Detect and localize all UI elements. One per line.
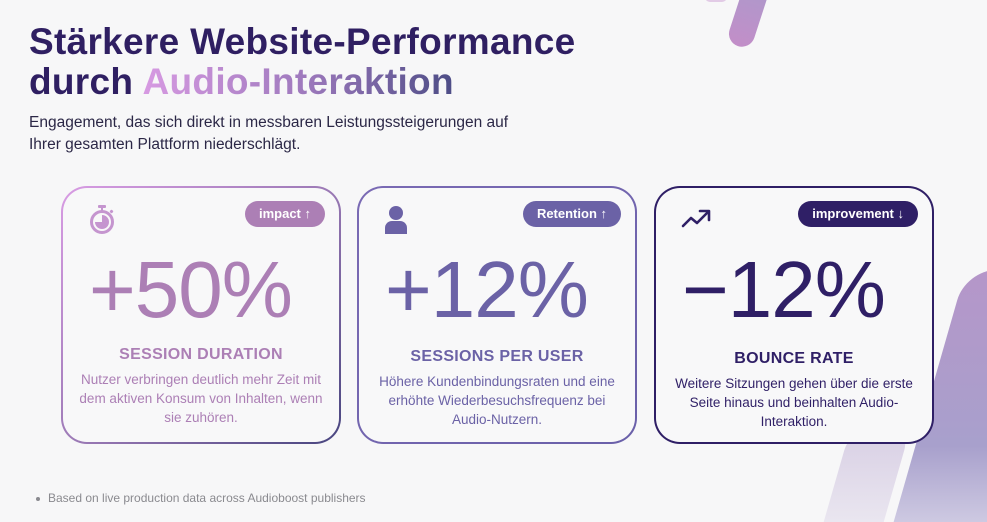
stat-card-session-duration: impact ↑ +50% SESSION DURATION Nutzer ve…: [61, 186, 341, 444]
metric-label: SESSIONS PER USER: [410, 348, 584, 365]
stat-value: +12%: [385, 245, 589, 334]
stopwatch-icon: [85, 202, 119, 236]
metric-label: SESSION DURATION: [119, 346, 283, 363]
improvement-badge: improvement ↓: [798, 201, 918, 227]
title-line-2: durch: [29, 61, 143, 102]
trending-up-icon: [678, 202, 712, 236]
stat-card-sessions-per-user: Retention ↑ +12% SESSIONS PER USER Höher…: [357, 186, 637, 444]
title-line-1: Stärkere Website-Performance: [29, 21, 576, 62]
metric-label: BOUNCE RATE: [734, 350, 854, 367]
subtitle-line-1: Engagement, das sich direkt in messbaren…: [29, 114, 509, 131]
metric-description: Höhere Kundenbindungsraten und eine erhö…: [379, 374, 615, 427]
metric-description: Nutzer verbringen deutlich mehr Zeit mit…: [79, 372, 323, 425]
stat-value: −12%: [682, 245, 886, 334]
decorative-shape: [705, 0, 727, 2]
footnote-text: Based on live production data across Aud…: [48, 491, 366, 505]
subtitle-line-2: Ihrer gesamten Plattform niederschlägt.: [29, 136, 301, 153]
stat-value: +50%: [89, 245, 293, 334]
user-icon: [381, 202, 415, 236]
page-subtitle: Engagement, das sich direkt in messbaren…: [29, 112, 629, 156]
retention-badge: Retention ↑: [522, 201, 621, 227]
footnote: Based on live production data across Aud…: [36, 491, 366, 505]
impact-badge: impact ↑: [244, 201, 325, 227]
bullet-icon: [36, 496, 40, 501]
stat-card-bounce-rate: improvement ↓ −12% BOUNCE RATE Weitere S…: [654, 186, 934, 444]
decorative-shape: [725, 0, 775, 51]
page-title: Stärkere Website-Performance durch Audio…: [29, 22, 576, 102]
metric-description: Weitere Sitzungen gehen über die erste S…: [675, 376, 913, 429]
title-accent: Audio-Interaktion: [142, 61, 454, 102]
